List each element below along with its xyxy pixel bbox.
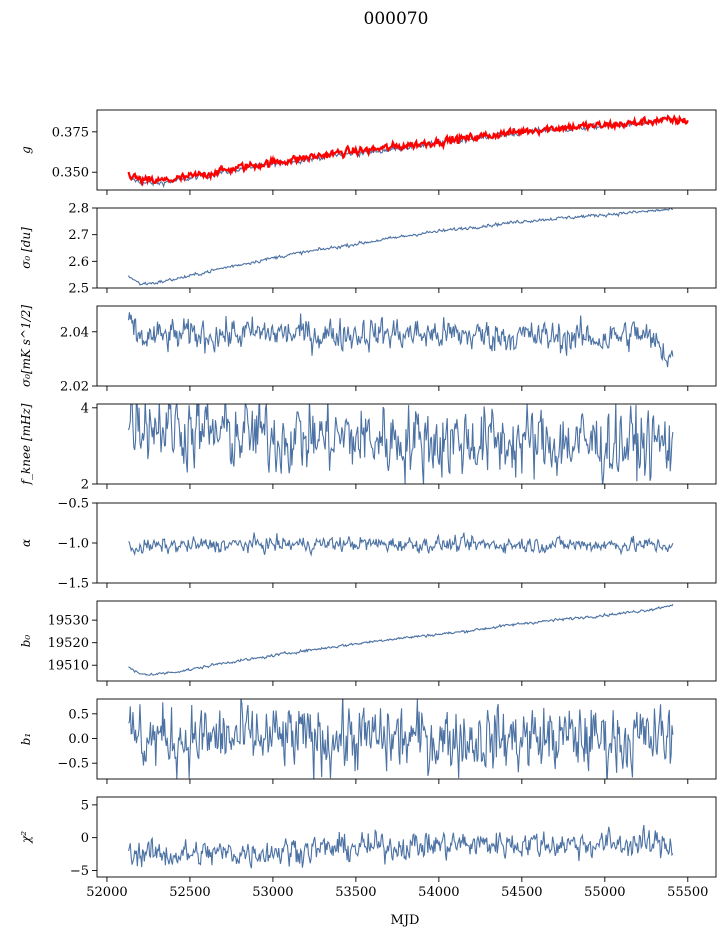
y-tick-label: −1.0	[57, 537, 89, 552]
figure-title: 000070	[364, 9, 429, 29]
y-tick-label: 19530	[48, 614, 89, 629]
subplot-6: 19510 19520 19530 b₀	[19, 600, 717, 686]
y-tick-label: 5	[81, 798, 89, 813]
y-tick-label: 19520	[48, 636, 89, 651]
y-tick-label: −0.5	[57, 497, 89, 512]
x-tick-label: 52000	[86, 885, 127, 900]
subplot-1: 0.350 0.375 g	[19, 109, 717, 195]
y-tick-label: 2.04	[60, 325, 89, 340]
y-axis-label: σ₀ [du]	[19, 227, 33, 269]
series-line-overlay	[127, 114, 689, 187]
axes-frame	[96, 796, 717, 878]
subplot-2: 2.5 2.6 2.7 2.8 σ₀ [du]	[19, 202, 717, 297]
y-tick-label: 4	[81, 401, 89, 416]
series-line	[127, 824, 674, 869]
y-tick-label: −0.5	[57, 757, 89, 772]
axes-frame	[96, 305, 717, 387]
series-line	[128, 208, 673, 286]
y-axis-label: b₁	[19, 733, 33, 746]
y-tick-label: 0.350	[52, 166, 89, 181]
y-tick-label: 2.6	[68, 255, 89, 270]
subplot-stack: 0.350 0.375 g 2.5 2.6 2.7 2.8 σ₀ [du] 2.02 2.04 σ₀…	[19, 109, 717, 900]
y-tick-label: 0.0	[68, 732, 89, 747]
axes-frame	[96, 109, 717, 191]
y-tick-label: 2	[81, 478, 89, 493]
y-tick-label: 0.5	[68, 707, 89, 722]
y-axis-label: χ²	[19, 831, 33, 844]
x-axis-label: MJD	[391, 913, 420, 928]
y-tick-label: 2.02	[60, 380, 89, 395]
subplot-7: −0.5 0.0 0.5 b₁	[19, 698, 717, 784]
y-axis-label: g	[19, 146, 33, 154]
x-tick-label: 54000	[418, 885, 459, 900]
y-tick-label: 2.7	[68, 228, 89, 243]
series-line	[128, 532, 674, 557]
y-tick-label: −1.5	[57, 577, 89, 592]
axes-frame	[96, 698, 717, 780]
y-axis-label: f_knee [mHz]	[19, 403, 33, 485]
y-tick-label: 19510	[48, 659, 89, 674]
axes-frame	[96, 403, 717, 485]
x-tick-label: 53000	[252, 885, 293, 900]
y-axis-label: α	[19, 539, 33, 547]
x-tick-label: 53500	[335, 885, 376, 900]
series-line	[128, 404, 674, 484]
subplot-4: 2 4 f_knee [mHz]	[19, 401, 717, 493]
x-tick-label: 54500	[501, 885, 542, 900]
series-line	[128, 699, 674, 779]
x-tick-label: 55000	[584, 885, 625, 900]
y-tick-label: 0	[81, 831, 89, 846]
series-line	[128, 603, 674, 676]
axes-frame	[96, 502, 717, 584]
axes-frame	[96, 600, 717, 682]
subplot-8: −5 0 5 52000 52500 53000 53500 54000 54500 55000 5…	[19, 796, 717, 900]
y-tick-label: 2.5	[68, 282, 89, 297]
series-line	[127, 312, 674, 368]
subplot-5: −1.5 −1.0 −0.5 α	[19, 497, 717, 592]
y-tick-label: 0.375	[52, 125, 89, 140]
x-tick-label: 55500	[667, 885, 708, 900]
axes-frame	[96, 207, 717, 289]
y-axis-label: b₀	[19, 635, 33, 648]
y-tick-label: 2.8	[68, 202, 89, 217]
x-tick-label: 52500	[169, 885, 210, 900]
y-tick-label: −5	[70, 864, 89, 879]
y-axis-label: σ₀[mK s^1/2]	[19, 305, 33, 387]
subplot-3: 2.02 2.04 σ₀[mK s^1/2]	[19, 305, 717, 395]
